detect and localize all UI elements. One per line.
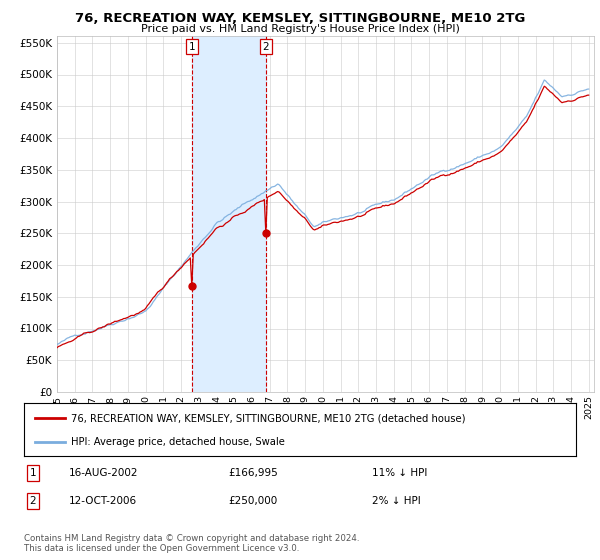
Text: 2% ↓ HPI: 2% ↓ HPI <box>372 496 421 506</box>
Text: 2: 2 <box>29 496 37 506</box>
Text: 76, RECREATION WAY, KEMSLEY, SITTINGBOURNE, ME10 2TG: 76, RECREATION WAY, KEMSLEY, SITTINGBOUR… <box>75 12 525 25</box>
Text: 2: 2 <box>263 42 269 52</box>
Text: 16-AUG-2002: 16-AUG-2002 <box>69 468 139 478</box>
Text: 76, RECREATION WAY, KEMSLEY, SITTINGBOURNE, ME10 2TG (detached house): 76, RECREATION WAY, KEMSLEY, SITTINGBOUR… <box>71 413 466 423</box>
Text: 1: 1 <box>189 42 196 52</box>
Text: HPI: Average price, detached house, Swale: HPI: Average price, detached house, Swal… <box>71 436 285 446</box>
Text: 11% ↓ HPI: 11% ↓ HPI <box>372 468 427 478</box>
Bar <box>192 36 266 392</box>
Text: £250,000: £250,000 <box>228 496 277 506</box>
Text: Contains HM Land Registry data © Crown copyright and database right 2024.
This d: Contains HM Land Registry data © Crown c… <box>24 534 359 553</box>
Text: Price paid vs. HM Land Registry's House Price Index (HPI): Price paid vs. HM Land Registry's House … <box>140 24 460 34</box>
Text: 1: 1 <box>29 468 37 478</box>
Text: 12-OCT-2006: 12-OCT-2006 <box>69 496 137 506</box>
Text: £166,995: £166,995 <box>228 468 278 478</box>
